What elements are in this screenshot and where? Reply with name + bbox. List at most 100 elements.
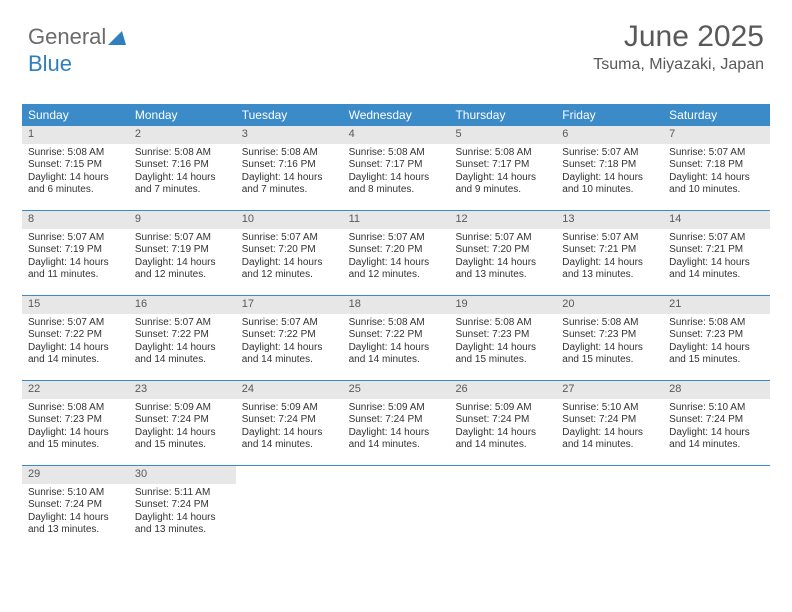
dow-tue: Tuesday	[236, 104, 343, 126]
day-number: 29	[22, 466, 129, 484]
day-sunrise: Sunrise: 5:09 AM	[135, 402, 230, 415]
day-dl2: and 14 minutes.	[349, 354, 444, 367]
day-sunrise: Sunrise: 5:07 AM	[135, 232, 230, 245]
day-body: Sunrise: 5:08 AMSunset: 7:23 PMDaylight:…	[449, 314, 556, 373]
day-body: Sunrise: 5:09 AMSunset: 7:24 PMDaylight:…	[343, 399, 450, 458]
day-dl1: Daylight: 14 hours	[669, 427, 764, 440]
day-sunrise: Sunrise: 5:08 AM	[349, 317, 444, 330]
day-body: Sunrise: 5:08 AMSunset: 7:16 PMDaylight:…	[129, 144, 236, 203]
day-cell: 19Sunrise: 5:08 AMSunset: 7:23 PMDayligh…	[449, 296, 556, 380]
day-number: 9	[129, 211, 236, 229]
day-sunset: Sunset: 7:19 PM	[135, 244, 230, 257]
day-sunrise: Sunrise: 5:08 AM	[135, 147, 230, 160]
day-dl2: and 14 minutes.	[455, 439, 550, 452]
day-sunrise: Sunrise: 5:10 AM	[28, 487, 123, 500]
day-dl2: and 10 minutes.	[562, 184, 657, 197]
day-body: Sunrise: 5:09 AMSunset: 7:24 PMDaylight:…	[449, 399, 556, 458]
day-sunrise: Sunrise: 5:07 AM	[242, 317, 337, 330]
day-dl2: and 14 minutes.	[669, 269, 764, 282]
day-sunrise: Sunrise: 5:08 AM	[455, 147, 550, 160]
day-sunrise: Sunrise: 5:08 AM	[455, 317, 550, 330]
day-dl2: and 12 minutes.	[242, 269, 337, 282]
logo-text-1: General	[28, 24, 106, 49]
day-number: 7	[663, 126, 770, 144]
day-dl1: Daylight: 14 hours	[135, 512, 230, 525]
day-number: 12	[449, 211, 556, 229]
day-dl1: Daylight: 14 hours	[135, 172, 230, 185]
day-dl1: Daylight: 14 hours	[455, 257, 550, 270]
day-number: 27	[556, 381, 663, 399]
day-sunrise: Sunrise: 5:07 AM	[28, 317, 123, 330]
day-number: 14	[663, 211, 770, 229]
day-sunrise: Sunrise: 5:07 AM	[562, 232, 657, 245]
day-body: Sunrise: 5:07 AMSunset: 7:19 PMDaylight:…	[22, 229, 129, 288]
day-body: Sunrise: 5:10 AMSunset: 7:24 PMDaylight:…	[22, 484, 129, 543]
day-number: 26	[449, 381, 556, 399]
day-dl1: Daylight: 14 hours	[135, 342, 230, 355]
day-sunset: Sunset: 7:16 PM	[135, 159, 230, 172]
day-cell: 5Sunrise: 5:08 AMSunset: 7:17 PMDaylight…	[449, 126, 556, 210]
day-number: 28	[663, 381, 770, 399]
day-sunrise: Sunrise: 5:10 AM	[669, 402, 764, 415]
day-sunset: Sunset: 7:17 PM	[349, 159, 444, 172]
day-number: 3	[236, 126, 343, 144]
day-dl1: Daylight: 14 hours	[349, 172, 444, 185]
day-cell: 23Sunrise: 5:09 AMSunset: 7:24 PMDayligh…	[129, 381, 236, 465]
day-number: 17	[236, 296, 343, 314]
day-cell: 16Sunrise: 5:07 AMSunset: 7:22 PMDayligh…	[129, 296, 236, 380]
day-cell	[343, 466, 450, 550]
day-number: 20	[556, 296, 663, 314]
day-sunset: Sunset: 7:20 PM	[349, 244, 444, 257]
day-sunrise: Sunrise: 5:08 AM	[28, 147, 123, 160]
day-cell: 30Sunrise: 5:11 AMSunset: 7:24 PMDayligh…	[129, 466, 236, 550]
day-number: 25	[343, 381, 450, 399]
day-body: Sunrise: 5:07 AMSunset: 7:20 PMDaylight:…	[236, 229, 343, 288]
day-dl2: and 7 minutes.	[242, 184, 337, 197]
day-dl1: Daylight: 14 hours	[28, 342, 123, 355]
day-cell: 13Sunrise: 5:07 AMSunset: 7:21 PMDayligh…	[556, 211, 663, 295]
day-sunrise: Sunrise: 5:07 AM	[455, 232, 550, 245]
day-body: Sunrise: 5:08 AMSunset: 7:17 PMDaylight:…	[343, 144, 450, 203]
day-dl2: and 10 minutes.	[669, 184, 764, 197]
day-dl1: Daylight: 14 hours	[242, 257, 337, 270]
day-dl1: Daylight: 14 hours	[28, 512, 123, 525]
day-dl1: Daylight: 14 hours	[242, 427, 337, 440]
day-body: Sunrise: 5:07 AMSunset: 7:22 PMDaylight:…	[129, 314, 236, 373]
day-cell: 20Sunrise: 5:08 AMSunset: 7:23 PMDayligh…	[556, 296, 663, 380]
day-dl1: Daylight: 14 hours	[349, 257, 444, 270]
day-sunset: Sunset: 7:18 PM	[669, 159, 764, 172]
day-dl2: and 12 minutes.	[135, 269, 230, 282]
day-number: 22	[22, 381, 129, 399]
day-cell: 2Sunrise: 5:08 AMSunset: 7:16 PMDaylight…	[129, 126, 236, 210]
day-number: 18	[343, 296, 450, 314]
day-cell: 4Sunrise: 5:08 AMSunset: 7:17 PMDaylight…	[343, 126, 450, 210]
day-cell: 24Sunrise: 5:09 AMSunset: 7:24 PMDayligh…	[236, 381, 343, 465]
calendar: Sunday Monday Tuesday Wednesday Thursday…	[22, 104, 770, 550]
title-block: June 2025 Tsuma, Miyazaki, Japan	[593, 20, 764, 74]
day-sunset: Sunset: 7:20 PM	[455, 244, 550, 257]
day-cell: 11Sunrise: 5:07 AMSunset: 7:20 PMDayligh…	[343, 211, 450, 295]
day-dl2: and 15 minutes.	[562, 354, 657, 367]
day-sunrise: Sunrise: 5:07 AM	[562, 147, 657, 160]
logo: General Blue	[28, 24, 126, 77]
day-sunset: Sunset: 7:24 PM	[135, 499, 230, 512]
day-dl1: Daylight: 14 hours	[669, 172, 764, 185]
week-row: 1Sunrise: 5:08 AMSunset: 7:15 PMDaylight…	[22, 126, 770, 211]
dow-thu: Thursday	[449, 104, 556, 126]
day-dl1: Daylight: 14 hours	[562, 342, 657, 355]
day-dl1: Daylight: 14 hours	[562, 257, 657, 270]
week-row: 8Sunrise: 5:07 AMSunset: 7:19 PMDaylight…	[22, 211, 770, 296]
day-number: 19	[449, 296, 556, 314]
dow-fri: Friday	[556, 104, 663, 126]
day-sunrise: Sunrise: 5:08 AM	[242, 147, 337, 160]
day-cell: 6Sunrise: 5:07 AMSunset: 7:18 PMDaylight…	[556, 126, 663, 210]
day-sunset: Sunset: 7:20 PM	[242, 244, 337, 257]
day-dl2: and 15 minutes.	[28, 439, 123, 452]
day-dl1: Daylight: 14 hours	[28, 427, 123, 440]
day-sunset: Sunset: 7:23 PM	[562, 329, 657, 342]
day-body: Sunrise: 5:09 AMSunset: 7:24 PMDaylight:…	[129, 399, 236, 458]
day-cell	[556, 466, 663, 550]
day-body: Sunrise: 5:08 AMSunset: 7:23 PMDaylight:…	[22, 399, 129, 458]
day-sunrise: Sunrise: 5:07 AM	[669, 147, 764, 160]
day-dl2: and 14 minutes.	[562, 439, 657, 452]
